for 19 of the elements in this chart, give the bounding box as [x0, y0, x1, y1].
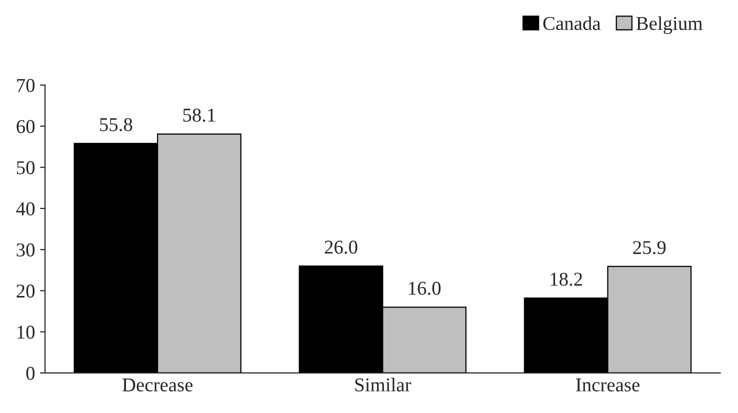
data-label: 16.0: [408, 282, 441, 295]
y-tick-label: 20: [16, 284, 35, 298]
x-tick-label: Similar: [355, 378, 412, 392]
x-tick-label: Increase: [576, 378, 640, 392]
data-label: 18.2: [550, 272, 582, 286]
data-label: 26.0: [324, 240, 358, 254]
y-tick-label: 40: [16, 202, 35, 216]
y-tick-label: 70: [17, 78, 35, 92]
x-tick-label: Decrease: [122, 378, 193, 392]
y-tick-label: 50: [16, 161, 35, 174]
y-tick-label: 0: [26, 366, 35, 380]
y-tick-label: 30: [16, 243, 35, 257]
legend-label: Canada: [543, 16, 601, 30]
y-tick-label: 10: [18, 326, 35, 339]
data-label: 25.9: [633, 241, 666, 254]
y-tick-label: 60: [16, 120, 35, 134]
data-label: 55.8: [100, 118, 132, 132]
data-label: 58.1: [183, 108, 216, 122]
legend-label: Belgium: [636, 16, 702, 34]
